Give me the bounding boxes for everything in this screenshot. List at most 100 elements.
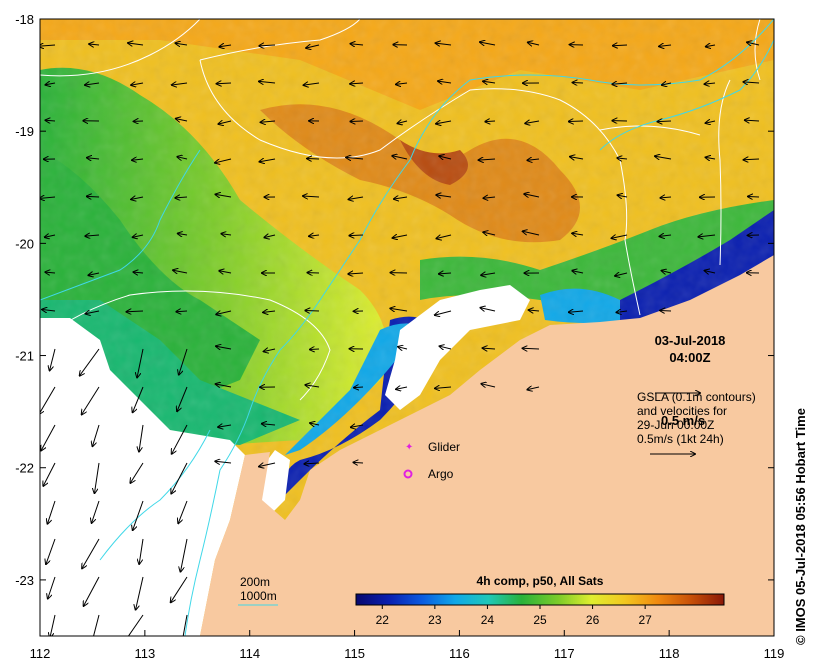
velocity-arrow xyxy=(304,463,320,464)
x-tick-label: 114 xyxy=(239,646,260,661)
velocity-arrow xyxy=(133,235,144,237)
x-tick-label: 116 xyxy=(449,646,470,661)
velocity-arrow xyxy=(305,311,320,312)
velocity-arrow xyxy=(261,121,276,122)
velocity-arrow xyxy=(130,462,144,483)
velocity-arrow xyxy=(215,461,232,463)
velocity-arrow xyxy=(221,234,232,235)
glider-label: Glider xyxy=(428,440,460,454)
velocity-arrow xyxy=(569,311,584,312)
velocity-arrow xyxy=(176,119,188,121)
velocity-arrow xyxy=(659,45,672,46)
velocity-arrow xyxy=(617,158,628,159)
velocity-arrow xyxy=(176,43,188,45)
velocity-arrow xyxy=(744,159,760,160)
velocity-arrow xyxy=(217,83,232,84)
velocity-arrow xyxy=(483,197,496,198)
velocity-arrow xyxy=(662,83,672,85)
velocity-arrow xyxy=(479,159,496,160)
velocity-arrow xyxy=(134,272,144,273)
velocity-arrow xyxy=(128,43,144,45)
velocity-arrow xyxy=(349,197,364,199)
velocity-arrow xyxy=(82,538,100,568)
velocity-arrow xyxy=(89,273,100,275)
velocity-arrow xyxy=(435,310,452,315)
velocity-arrow xyxy=(525,121,540,123)
velocity-arrow xyxy=(483,81,496,83)
bathy-contour-200m xyxy=(599,39,774,151)
gsla-contour xyxy=(754,19,761,81)
velocity-arrow xyxy=(46,538,56,564)
velocity-arrow xyxy=(481,384,496,387)
velocity-arrow xyxy=(303,196,320,197)
x-tick-label: 118 xyxy=(659,646,680,661)
velocity-arrow xyxy=(705,271,716,273)
velocity-arrow xyxy=(398,121,408,123)
velocity-arrow xyxy=(480,42,496,45)
velocity-arrow xyxy=(50,348,56,370)
velocity-arrow xyxy=(655,156,672,159)
velocity-arrow xyxy=(747,42,760,45)
velocity-arrow xyxy=(396,387,408,389)
velocity-arrow xyxy=(178,234,188,236)
velocity-arrow xyxy=(177,386,188,411)
velocity-arrow xyxy=(440,346,452,349)
velocity-arrow xyxy=(350,83,364,84)
x-tick-label: 112 xyxy=(30,646,51,661)
velocity-arrow xyxy=(133,500,144,530)
velocity-arrow xyxy=(176,311,188,312)
velocity-arrow xyxy=(617,311,628,312)
gsla-contour xyxy=(40,19,201,77)
date-label: 03-Jul-2018 xyxy=(655,333,726,348)
velocity-arrow xyxy=(218,425,232,427)
bathy-contour xyxy=(40,149,201,301)
colorbar-tick-label: 22 xyxy=(376,613,390,627)
velocity-arrow xyxy=(46,120,56,121)
velocity-arrow xyxy=(435,387,452,388)
plot-frame xyxy=(39,18,775,637)
argo-label: Argo xyxy=(428,467,454,481)
x-tick-label: 115 xyxy=(344,646,365,661)
y-tick-label: -20 xyxy=(15,236,34,251)
velocity-arrow xyxy=(219,271,232,273)
velocity-arrow xyxy=(172,83,188,85)
velocity-arrow xyxy=(131,83,144,85)
velocity-arrow xyxy=(436,121,452,124)
velocity-arrow xyxy=(259,45,276,46)
velocity-arrow xyxy=(181,538,188,572)
velocity-arrow xyxy=(390,308,408,311)
velocity-arrow xyxy=(171,462,188,494)
velocity-arrow xyxy=(41,424,56,450)
no-data-west xyxy=(40,318,245,636)
velocity-arrow xyxy=(529,310,540,311)
gsla-contour xyxy=(599,125,701,136)
y-tick-label: -19 xyxy=(15,124,34,139)
bathy-contour-1000m xyxy=(184,19,774,636)
velocity-arrow xyxy=(662,271,672,273)
bathy-200-label: 200m xyxy=(240,575,270,589)
no-data-coastal xyxy=(385,285,530,410)
velocity-arrow xyxy=(48,500,56,524)
gsla-label-4: 0.5m/s (1kt 24h) xyxy=(637,432,724,446)
velocity-arrow xyxy=(259,463,276,467)
bathy-1000-label: 1000m xyxy=(240,589,277,603)
velocity-arrow xyxy=(569,121,584,122)
colorbar-tick-label: 24 xyxy=(481,613,495,627)
y-tick-label: -18 xyxy=(15,12,34,27)
velocity-arrow xyxy=(353,462,364,463)
velocity-arrow xyxy=(136,576,144,610)
colorbar-title: 4h comp, p50, All Sats xyxy=(477,574,604,588)
velocity-arrow xyxy=(698,235,716,237)
velocity-arrow xyxy=(573,83,584,84)
velocity-arrow xyxy=(219,45,232,47)
velocity-arrow xyxy=(127,614,144,636)
velocity-arrow xyxy=(396,83,408,84)
velocity-arrow xyxy=(179,348,188,375)
velocity-arrow xyxy=(310,349,320,350)
velocity-arrow xyxy=(660,235,672,236)
velocity-arrow xyxy=(89,44,100,45)
velocity-arrow xyxy=(139,424,144,452)
velocity-arrow xyxy=(346,157,364,159)
map-plot-area: ✦ xyxy=(40,19,774,636)
